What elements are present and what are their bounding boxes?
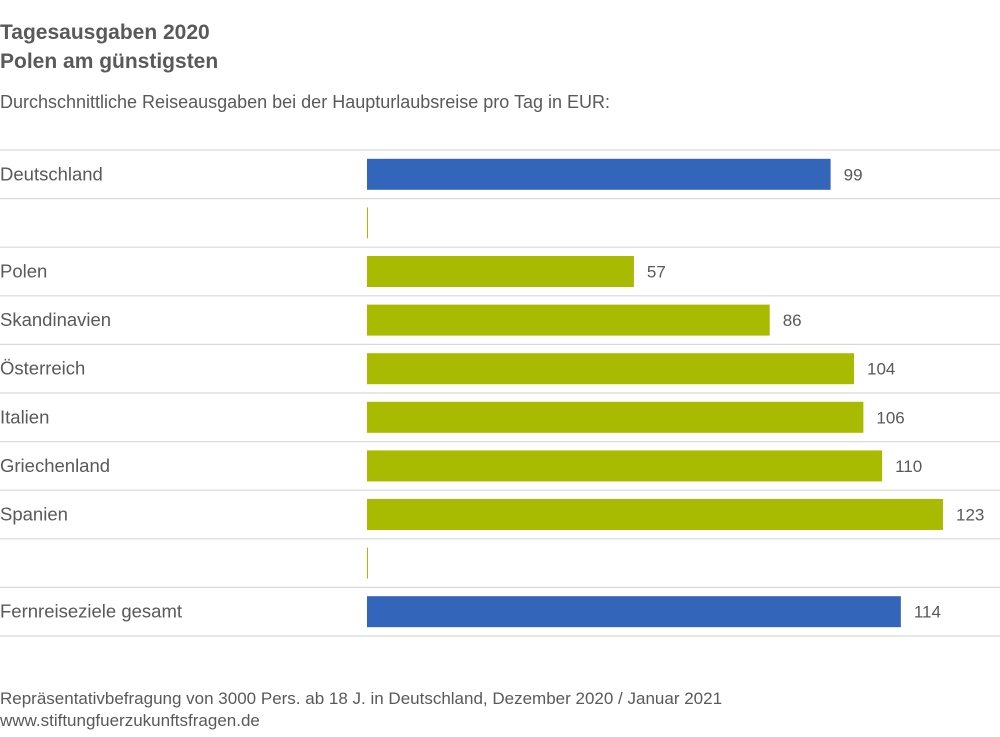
chart-subtitle: Durchschnittliche Reiseausgaben bei der … (0, 92, 611, 112)
data-label: 123 (956, 506, 984, 525)
bar (367, 304, 770, 336)
data-label: 114 (914, 603, 941, 622)
empty-row-marker (367, 207, 368, 239)
bar (367, 256, 634, 287)
empty-row-marker (367, 547, 368, 579)
bar (367, 499, 943, 530)
category-label: Griechenland (0, 455, 110, 476)
bar (367, 353, 855, 385)
data-label: 57 (647, 263, 666, 282)
category-label: Skandinavien (0, 309, 111, 330)
chart-title-line-2: Polen am günstigsten (0, 50, 219, 73)
category-label: Fernreiseziele gesamt (0, 601, 182, 622)
category-label: Italien (0, 406, 49, 427)
bar (367, 158, 831, 190)
category-label: Deutschland (0, 163, 103, 184)
category-label: Polen (0, 261, 47, 282)
bar-chart: Deutschland 99 Polen 57 Skandinavien 86 Österr… (0, 149, 1000, 637)
bar (367, 401, 864, 433)
chart-title-line-1: Tagesausgaben 2020 (0, 21, 210, 44)
source-website: www.stiftungfuerzukunftsfragen.de (0, 711, 260, 730)
data-label: 110 (895, 457, 922, 476)
category-label: Österreich (0, 358, 85, 379)
data-label: 106 (876, 408, 904, 427)
chart-title: Tagesausgaben 2020 Polen am günstigsten (0, 18, 218, 76)
bar (367, 450, 883, 482)
data-label: 86 (783, 311, 802, 330)
category-label: Spanien (0, 504, 68, 525)
bar (367, 596, 901, 628)
data-label: 104 (867, 360, 895, 379)
source-note: Repräsentativbefragung von 3000 Pers. ab… (0, 689, 723, 708)
data-label: 99 (844, 165, 863, 184)
chart-footer: Repräsentativbefragung von 3000 Pers. ab… (0, 688, 722, 732)
